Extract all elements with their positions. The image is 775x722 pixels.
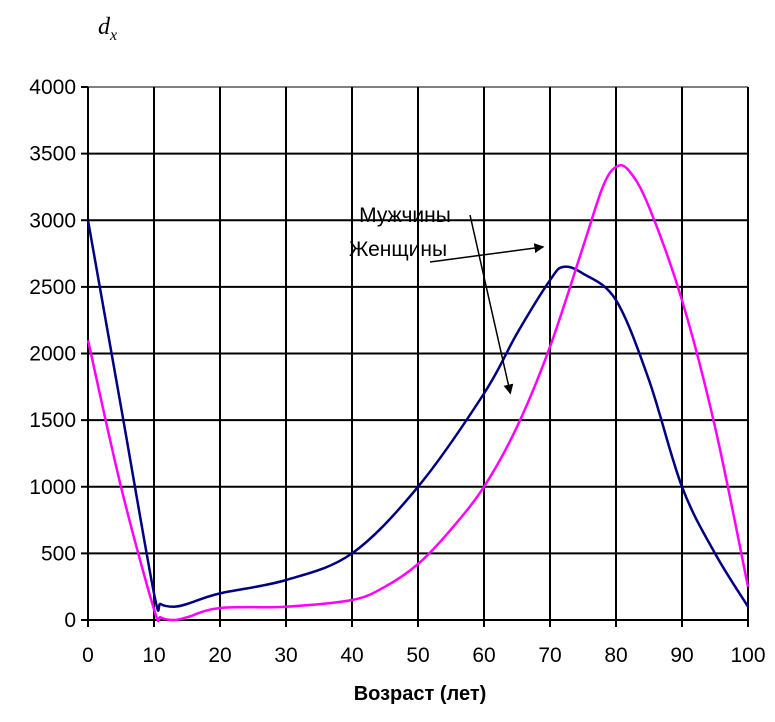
series-women-line: [86, 164, 750, 623]
y-tick-label: 500: [41, 542, 76, 565]
y-tick-label: 0: [64, 609, 76, 632]
annotation-arrow: [429, 243, 545, 263]
y-tick-label: 1000: [29, 476, 76, 499]
annotation-label: Мужчины: [359, 204, 451, 227]
x-tick-label: 60: [472, 644, 495, 667]
x-tick-label: 30: [274, 644, 297, 667]
axes: [81, 86, 749, 627]
annotations: Мужчины Женщины: [349, 204, 545, 395]
y-tick-labels: 0 500 1000 1500 2000 2500 3000 3500 4000: [29, 76, 76, 632]
x-tick-label: 0: [82, 644, 94, 667]
x-tick-labels: 0 10 20 30 40 50 60 70 80 90 100: [82, 644, 765, 667]
x-axis-title: Возраст (лет): [354, 683, 487, 705]
y-tick-label: 2000: [29, 343, 76, 366]
y-tick-label: 3500: [29, 143, 76, 166]
x-tick-label: 80: [604, 644, 627, 667]
y-axis-label: dx: [98, 14, 117, 44]
series-lines: [86, 164, 750, 623]
y-tick-label: 2500: [29, 276, 76, 299]
x-tick-label: 20: [208, 644, 231, 667]
x-tick-label: 70: [538, 644, 561, 667]
y-tick-label: 4000: [29, 76, 76, 99]
annotation-label: Женщины: [349, 238, 447, 261]
x-tick-label: 50: [406, 644, 429, 667]
x-tick-label: 10: [142, 644, 165, 667]
x-tick-label: 90: [670, 644, 693, 667]
grid: [87, 86, 749, 621]
x-tick-label: 40: [340, 644, 363, 667]
series-men-line: [86, 220, 750, 612]
y-tick-label: 3000: [29, 209, 76, 232]
x-tick-label: 100: [730, 644, 765, 667]
y-tick-label: 1500: [29, 409, 76, 432]
annotation-arrow: [469, 214, 514, 395]
